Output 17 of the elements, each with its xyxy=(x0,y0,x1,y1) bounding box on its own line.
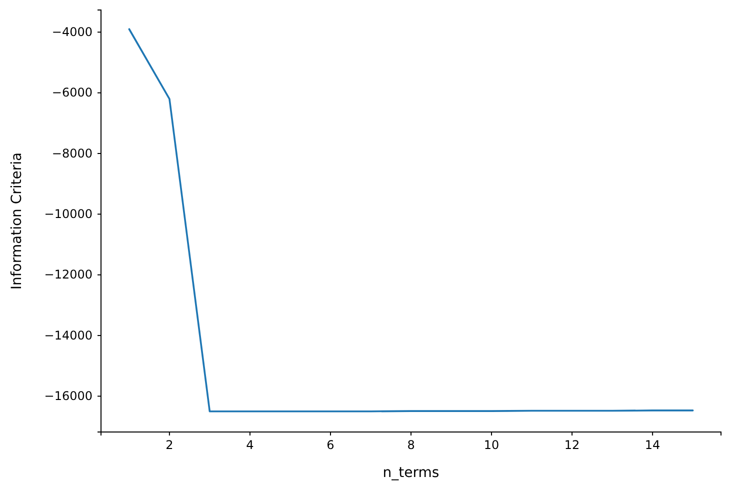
y-tick-label: −4000 xyxy=(52,24,92,39)
y-tick-label: −16000 xyxy=(44,389,92,404)
y-tick-label: −8000 xyxy=(52,146,92,160)
x-tick-label: 12 xyxy=(564,438,580,452)
line-series xyxy=(128,28,694,412)
x-axis-title: n_terms xyxy=(382,465,440,481)
x-tick-label: 8 xyxy=(407,438,415,452)
x-tick-label: 14 xyxy=(644,438,660,452)
y-tick-label: −10000 xyxy=(44,207,92,222)
x-tick-label: 6 xyxy=(326,438,334,452)
y-axis-title: Information Criteria xyxy=(9,152,25,290)
x-tick-label: 10 xyxy=(484,438,500,452)
x-tick-label: 2 xyxy=(166,438,174,452)
y-tick-label: −14000 xyxy=(44,328,92,342)
x-tick-label: 4 xyxy=(246,438,254,452)
y-tick-label: −6000 xyxy=(52,86,92,100)
y-tick-label: −12000 xyxy=(44,268,92,282)
